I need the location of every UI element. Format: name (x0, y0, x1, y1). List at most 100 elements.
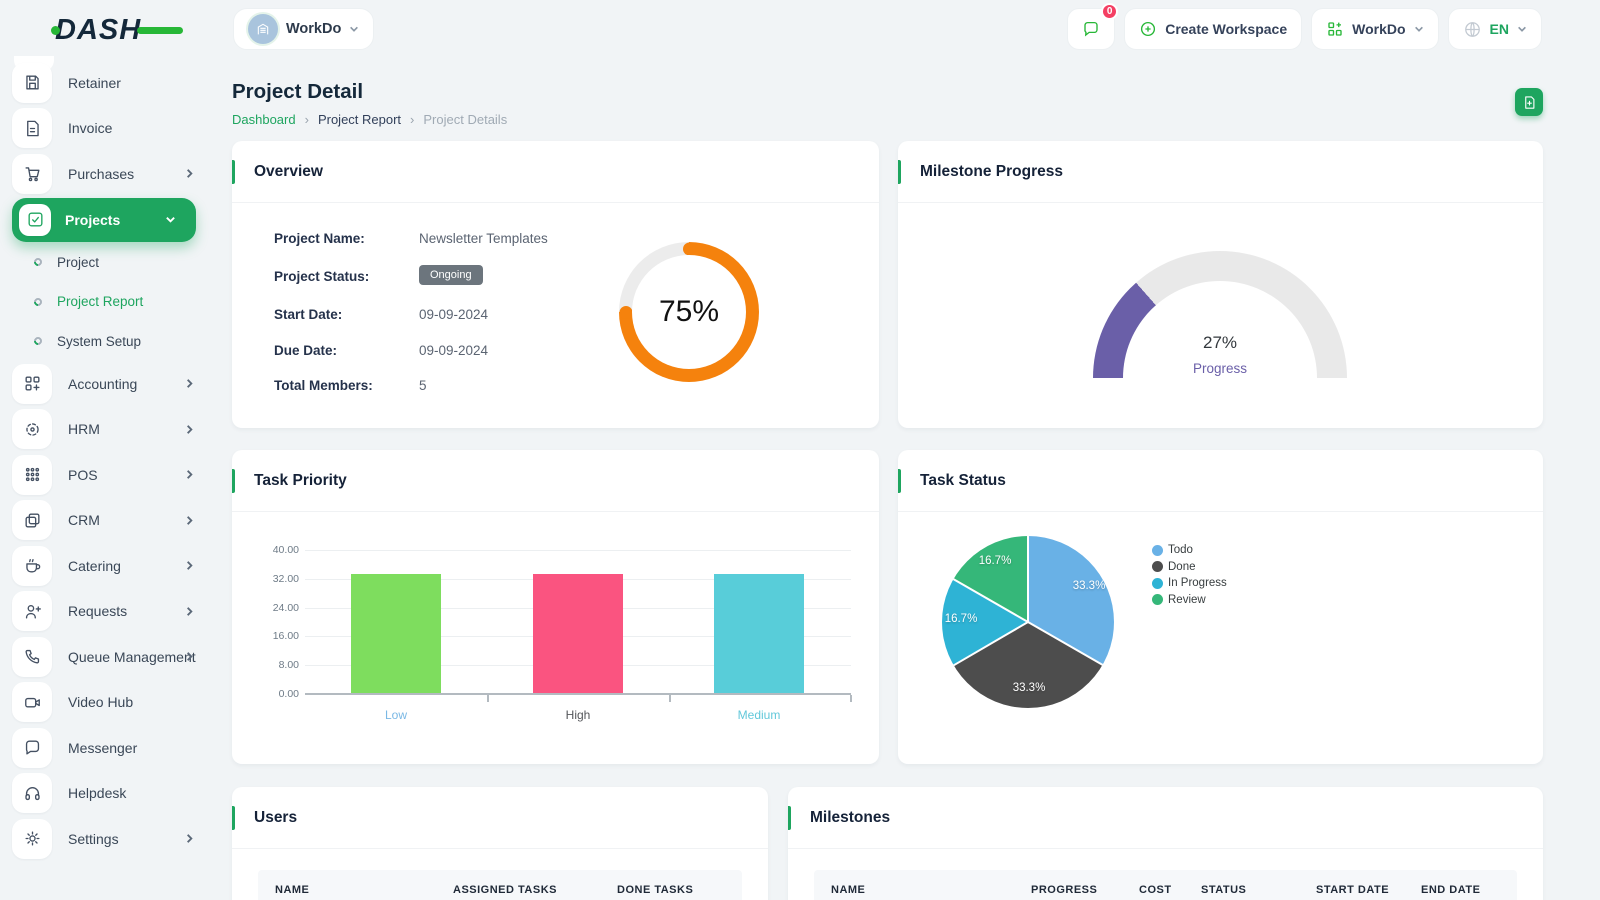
sidebar-item-messenger[interactable]: Messenger (12, 725, 215, 771)
bullet-icon (32, 256, 44, 268)
legend-dot (1152, 577, 1163, 589)
sidebar-item-pos[interactable]: POS (12, 452, 215, 498)
field-value: 09-09-2024 (419, 307, 489, 322)
pie-slice-label: 33.3% (1012, 682, 1046, 694)
crosshair-icon (12, 409, 52, 450)
chevron-right-icon (187, 470, 193, 480)
sidebar-item-label: Queue Management (68, 648, 196, 665)
sidebar-subitem-system-setup[interactable]: System Setup (12, 322, 215, 362)
sidebar-item-label: POS (68, 466, 98, 483)
top-header: DASH WorkDo 0 Create Workspace WorkDo EN (0, 0, 1600, 58)
donut-cap-end (619, 305, 632, 319)
column-header: NAME (275, 884, 310, 896)
legend-dot (1152, 544, 1163, 556)
coffee-cup-icon (12, 545, 52, 586)
bar-1 (533, 574, 623, 694)
column-header: ASSIGNED TASKS (453, 884, 557, 896)
headphones-icon (12, 773, 52, 814)
sidebar-item-accounting[interactable]: Accounting (12, 361, 215, 407)
breadcrumb-current: Project Details (423, 112, 508, 127)
globe-icon (1464, 21, 1480, 37)
logo-dot-icon (51, 26, 60, 35)
sidebar-item-requests[interactable]: Requests (12, 589, 215, 635)
donut-percent-label: 75% (658, 295, 720, 328)
sidebar-item-video-hub[interactable]: Video Hub (12, 680, 215, 726)
chevron-right-icon (187, 515, 193, 525)
user-plus-icon (12, 591, 52, 632)
chevron-right-icon (187, 424, 193, 434)
legend-item-todo[interactable]: Todo (1152, 544, 1227, 556)
users-table-header: NAME ASSIGNED TASKS DONE TASKS (258, 870, 742, 900)
sidebar-item-queue-management[interactable]: Queue Management (12, 634, 215, 680)
sidebar-subitem-project-report[interactable]: Project Report (12, 282, 215, 322)
overview-field-row: Total Members: 5 (274, 378, 427, 393)
gauge-percent-label: 27% (1202, 333, 1238, 352)
sidebar-item-projects[interactable]: Projects (12, 197, 196, 242)
legend-item-done[interactable]: Done (1152, 561, 1227, 573)
field-label: Project Name: (274, 231, 365, 246)
breadcrumb-dashboard[interactable]: Dashboard (232, 112, 296, 127)
sidebar-item-hrm[interactable]: HRM (12, 407, 215, 453)
chevron-right-icon (187, 834, 193, 844)
pie-divider (1027, 536, 1029, 622)
task-priority-card-title: Task Priority (254, 471, 347, 489)
milestone-gauge-chart: 27% Progress (1093, 251, 1347, 378)
overview-field-row: Due Date: 09-09-2024 (274, 343, 488, 358)
chevron-down-icon (166, 217, 175, 223)
sidebar-item-invoice[interactable]: Invoice (12, 106, 215, 152)
breadcrumb-project-report[interactable]: Project Report (317, 112, 402, 127)
legend-item-in-progress[interactable]: In Progress (1152, 577, 1227, 589)
sidebar-item-helpdesk[interactable]: Helpdesk (12, 771, 215, 817)
file-plus-icon (1524, 95, 1534, 109)
sidebar-item-label: Settings (68, 830, 119, 847)
sidebar-item-crm[interactable]: CRM (12, 498, 215, 544)
sidebar-subitem-label: System Setup (57, 333, 142, 349)
milestones-card-title: Milestones (810, 808, 891, 826)
chat-icon (1084, 21, 1098, 37)
sidebar-subitem-project[interactable]: Project (12, 243, 215, 283)
task-status-pie-chart: 33.3% 33.3% 16.7% 16.7% (942, 536, 1114, 708)
sidebar-item-label: Accounting (68, 375, 138, 392)
x-label-2: Medium (737, 708, 781, 722)
overview-card-title: Overview (254, 162, 323, 180)
sidebar-item-label: Retainer (68, 74, 121, 91)
column-header: STATUS (1201, 884, 1247, 896)
retainer-save-icon (12, 62, 52, 103)
pie-slice-label: 33.3% (1072, 580, 1106, 592)
pie-slice-label: 16.7% (978, 555, 1012, 567)
video-camera-icon (12, 682, 52, 723)
app-logo[interactable]: DASH (51, 14, 183, 46)
dots-grid-icon (12, 454, 52, 495)
column-header: DONE TASKS (617, 884, 694, 896)
sidebar-item-purchases[interactable]: Purchases (12, 151, 215, 197)
export-report-button[interactable] (1515, 88, 1543, 116)
chevron-down-icon (1518, 26, 1526, 32)
legend-item-review[interactable]: Review (1152, 594, 1227, 606)
field-value: Newsletter Templates (419, 231, 548, 246)
milestone-card-title: Milestone Progress (920, 162, 1063, 180)
sidebar-item-retainer[interactable]: Retainer (12, 60, 215, 106)
create-workspace-button[interactable]: Create Workspace (1124, 8, 1303, 50)
y-tick: 8.00 (278, 659, 299, 672)
messages-button[interactable]: 0 (1067, 3, 1119, 50)
y-tick: 0.00 (278, 688, 299, 700)
chevron-right-icon (187, 652, 193, 662)
sidebar-item-catering[interactable]: Catering (12, 543, 215, 589)
invoice-file-icon (12, 108, 52, 149)
users-card: Users NAME ASSIGNED TASKS DONE TASKS (232, 787, 768, 900)
phone-icon (12, 636, 52, 677)
task-status-card: Task Status 33.3% 33.3% 16.7% 16.7% Todo… (898, 450, 1543, 764)
column-header: PROGRESS (1031, 884, 1098, 896)
card-accent-bar (898, 469, 901, 493)
chevron-right-icon (187, 169, 193, 179)
workspace-selector[interactable]: WorkDo (233, 8, 375, 50)
bar-0 (351, 574, 441, 694)
pie-slice-label: 16.7% (944, 613, 978, 625)
language-selector[interactable]: EN (1447, 8, 1542, 50)
sidebar-subitem-label: Project (57, 254, 100, 270)
sidebar-item-settings[interactable]: Settings (12, 816, 215, 862)
y-tick: 32.00 (272, 572, 299, 585)
org-switcher[interactable]: WorkDo (1311, 8, 1439, 50)
check-square-icon (19, 203, 51, 236)
cart-icon (12, 153, 52, 194)
